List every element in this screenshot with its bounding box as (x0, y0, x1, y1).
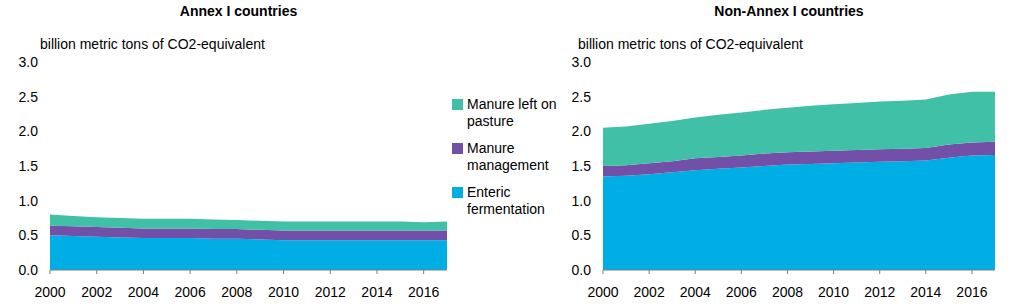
legend-swatch (452, 99, 463, 110)
x-tick-label: 2000 (34, 284, 65, 300)
y-tick-label: 2.5 (19, 89, 39, 105)
x-tick-mark (50, 270, 51, 274)
x-tick-label: 2008 (772, 284, 803, 300)
x-tick-label: 2016 (956, 284, 987, 300)
area-group: Enteric fermentationManure managementMan… (50, 215, 447, 270)
legend-label: Entericfermentation (467, 184, 545, 217)
chart-panel: Non-Annex I countries billion metric tons… (572, 3, 995, 300)
legend-label: Manure left onpasture (467, 96, 557, 129)
legend: Manure left onpasture Manuremanagement Ent… (452, 96, 557, 217)
x-tick-mark (787, 270, 788, 274)
area-series: Enteric fermentation (50, 235, 447, 270)
legend-line: Manure left on (467, 96, 557, 112)
y-tick-label: 0.0 (572, 262, 592, 278)
legend-line: pasture (467, 113, 514, 129)
x-tick-mark (741, 270, 742, 274)
x-tick-label: 2016 (408, 284, 439, 300)
y-axis-label: billion metric tons of CO2-equivalent (40, 36, 265, 52)
x-tick-label: 2014 (910, 284, 941, 300)
x-tick-mark (695, 270, 696, 274)
area-group: Enteric fermentationManure managementMan… (603, 92, 995, 270)
x-tick-label: 2010 (268, 284, 299, 300)
y-tick-label: 0.5 (19, 227, 39, 243)
y-tick-label: 0.5 (572, 227, 592, 243)
x-tick-label: 2010 (818, 284, 849, 300)
x-tick-label: 2012 (864, 284, 895, 300)
legend-line: fermentation (467, 201, 545, 217)
area-series: Manure left on pasture (50, 215, 447, 231)
chart-panel: Annex I countries billion metric tons of … (19, 3, 447, 300)
y-tick-label: 1.5 (572, 158, 592, 174)
x-tick-mark (330, 270, 331, 274)
y-tick-label: 2.0 (572, 123, 592, 139)
x-tick-mark (971, 270, 972, 274)
x-tick-label: 2006 (726, 284, 757, 300)
y-tick-label: 0.0 (19, 262, 39, 278)
y-tick-label: 1.0 (572, 193, 592, 209)
x-tick-label: 2002 (634, 284, 665, 300)
y-tick-label: 2.0 (19, 123, 39, 139)
chart-title: Annex I countries (180, 3, 298, 19)
legend-swatch (452, 187, 463, 198)
x-tick-mark (283, 270, 284, 274)
x-tick-label: 2006 (175, 284, 206, 300)
x-axis-line (50, 270, 447, 271)
x-tick-mark (603, 270, 604, 274)
x-tick-mark (833, 270, 834, 274)
x-tick-label: 2000 (587, 284, 618, 300)
x-tick-mark (423, 270, 424, 274)
legend-swatch (452, 143, 463, 154)
x-tick-label: 2004 (680, 284, 711, 300)
x-tick-label: 2012 (315, 284, 346, 300)
legend-label: Manuremanagement (467, 140, 549, 173)
x-tick-label: 2004 (128, 284, 159, 300)
area-series: Manure left on pasture (603, 92, 995, 166)
y-tick-label: 3.0 (572, 54, 592, 70)
legend-line: management (467, 157, 549, 173)
y-axis-label: billion metric tons of CO2-equivalent (578, 36, 803, 52)
x-tick-mark (96, 270, 97, 274)
x-tick-mark (649, 270, 650, 274)
chart-canvas: Annex I countries billion metric tons of … (0, 0, 1024, 308)
x-tick-mark (143, 270, 144, 274)
x-axis-line (603, 270, 995, 271)
y-tick-label: 3.0 (19, 54, 39, 70)
y-tick-label: 1.5 (19, 158, 39, 174)
x-tick-mark (236, 270, 237, 274)
x-tick-label: 2008 (221, 284, 252, 300)
x-tick-label: 2002 (81, 284, 112, 300)
y-tick-label: 2.5 (572, 89, 592, 105)
legend-line: Manure (467, 140, 515, 156)
x-tick-label: 2014 (361, 284, 392, 300)
y-tick-label: 1.0 (19, 193, 39, 209)
x-tick-mark (879, 270, 880, 274)
legend-line: Enteric (467, 184, 511, 200)
x-tick-mark (376, 270, 377, 274)
x-tick-mark (925, 270, 926, 274)
x-tick-mark (190, 270, 191, 274)
chart-title: Non-Annex I countries (714, 3, 864, 19)
